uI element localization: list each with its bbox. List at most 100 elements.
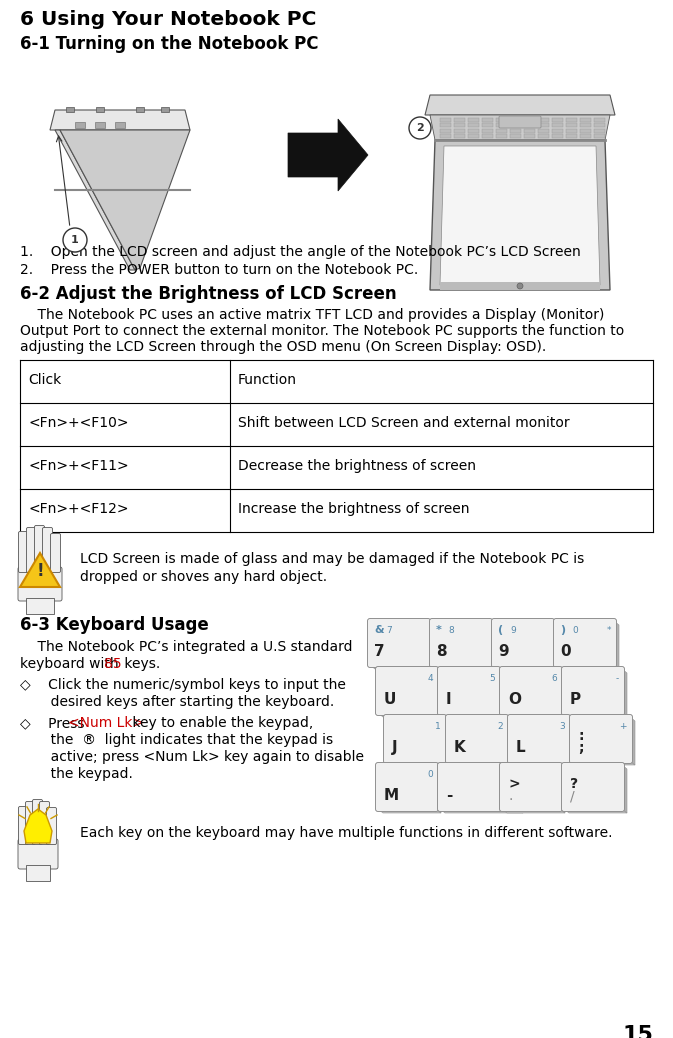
Polygon shape xyxy=(448,761,511,765)
Text: *: * xyxy=(436,625,442,635)
Bar xyxy=(552,117,563,121)
FancyBboxPatch shape xyxy=(553,619,616,667)
Polygon shape xyxy=(432,665,495,670)
Bar xyxy=(115,122,125,128)
Circle shape xyxy=(517,283,523,289)
Polygon shape xyxy=(490,621,495,670)
Bar xyxy=(580,122,591,127)
Bar xyxy=(440,282,600,290)
Bar xyxy=(580,117,591,121)
Bar xyxy=(594,117,605,121)
Bar xyxy=(552,134,563,138)
Polygon shape xyxy=(564,713,627,717)
Bar xyxy=(440,134,451,138)
Polygon shape xyxy=(20,553,60,588)
Text: Each key on the keyboard may have multiple functions in different software.: Each key on the keyboard may have multip… xyxy=(80,826,612,840)
Text: adjusting the LCD Screen through the OSD menu (On Screen Display: OSD).: adjusting the LCD Screen through the OSD… xyxy=(20,340,546,354)
Bar xyxy=(566,129,577,133)
Text: 9: 9 xyxy=(498,644,509,659)
Text: <Num Lk>: <Num Lk> xyxy=(68,716,144,730)
Text: :: : xyxy=(578,729,583,743)
FancyBboxPatch shape xyxy=(561,763,625,812)
Text: .: . xyxy=(508,789,512,803)
Polygon shape xyxy=(502,809,565,813)
Bar xyxy=(482,129,493,133)
Text: 1.    Open the LCD screen and adjust the angle of the Notebook PC’s LCD Screen: 1. Open the LCD screen and adjust the an… xyxy=(20,245,581,260)
Text: Increase the brightness of screen: Increase the brightness of screen xyxy=(238,502,470,516)
Bar xyxy=(468,129,479,133)
Polygon shape xyxy=(428,621,433,670)
Polygon shape xyxy=(440,713,503,717)
Text: desired keys after starting the keyboard.: desired keys after starting the keyboard… xyxy=(20,695,334,709)
FancyBboxPatch shape xyxy=(42,527,52,573)
Text: 8: 8 xyxy=(436,644,447,659)
Text: 6: 6 xyxy=(551,674,557,683)
Text: 15: 15 xyxy=(622,1025,653,1038)
Bar xyxy=(96,107,104,112)
Text: Shift between LCD Screen and external monitor: Shift between LCD Screen and external mo… xyxy=(238,416,569,430)
Polygon shape xyxy=(378,713,441,717)
Text: Decrease the brightness of screen: Decrease the brightness of screen xyxy=(238,459,476,473)
Text: 1: 1 xyxy=(71,235,79,245)
Text: P: P xyxy=(570,692,581,707)
Text: keyboard with: keyboard with xyxy=(20,657,123,671)
Bar xyxy=(496,129,507,133)
Text: 2: 2 xyxy=(416,122,424,133)
Bar xyxy=(594,134,605,138)
Text: ?: ? xyxy=(570,777,578,791)
FancyBboxPatch shape xyxy=(499,666,563,715)
Text: 85: 85 xyxy=(104,657,122,671)
Text: O: O xyxy=(508,692,521,707)
FancyBboxPatch shape xyxy=(32,799,42,845)
FancyBboxPatch shape xyxy=(499,763,563,812)
Text: 7: 7 xyxy=(374,644,385,659)
Text: LCD Screen is made of glass and may be damaged if the Notebook PC is: LCD Screen is made of glass and may be d… xyxy=(80,552,584,566)
Polygon shape xyxy=(630,717,635,765)
Bar xyxy=(566,122,577,127)
Polygon shape xyxy=(60,130,190,270)
FancyBboxPatch shape xyxy=(18,531,28,573)
Bar xyxy=(136,107,144,112)
Text: 9: 9 xyxy=(510,626,516,635)
Bar xyxy=(482,134,493,138)
Polygon shape xyxy=(614,621,619,670)
Bar xyxy=(468,117,479,121)
Text: The Notebook PC uses an active matrix TFT LCD and provides a Display (Monitor): The Notebook PC uses an active matrix TF… xyxy=(20,308,604,322)
Text: Function: Function xyxy=(238,373,297,387)
Text: 3: 3 xyxy=(559,722,565,731)
Bar xyxy=(454,122,465,127)
Polygon shape xyxy=(568,717,573,765)
FancyBboxPatch shape xyxy=(376,763,439,812)
Text: ◇    Click the numeric/symbol keys to input the: ◇ Click the numeric/symbol keys to input… xyxy=(20,678,346,692)
Bar xyxy=(510,134,521,138)
Polygon shape xyxy=(378,809,441,813)
FancyBboxPatch shape xyxy=(367,619,431,667)
Text: Output Port to connect the external monitor. The Notebook PC supports the functi: Output Port to connect the external moni… xyxy=(20,324,625,338)
Text: (: ( xyxy=(498,625,503,635)
Bar xyxy=(482,122,493,127)
Bar xyxy=(510,129,521,133)
Bar xyxy=(440,122,451,127)
Bar xyxy=(75,122,85,128)
Polygon shape xyxy=(370,665,433,670)
Circle shape xyxy=(409,117,431,139)
Bar xyxy=(510,117,521,121)
Bar xyxy=(482,117,493,121)
Text: ◇    Press: ◇ Press xyxy=(20,716,89,730)
Polygon shape xyxy=(622,765,627,813)
FancyBboxPatch shape xyxy=(569,714,633,764)
Bar xyxy=(538,134,549,138)
Text: K: K xyxy=(454,740,466,755)
Text: /: / xyxy=(570,789,575,803)
Bar xyxy=(440,117,451,121)
Text: active; press <Num Lk> key again to disable: active; press <Num Lk> key again to disa… xyxy=(20,750,364,764)
Text: 0: 0 xyxy=(572,626,577,635)
Text: 7: 7 xyxy=(386,626,392,635)
FancyBboxPatch shape xyxy=(507,714,571,764)
Polygon shape xyxy=(556,665,619,670)
FancyBboxPatch shape xyxy=(561,666,625,715)
Polygon shape xyxy=(560,670,565,717)
Polygon shape xyxy=(560,765,565,813)
Bar xyxy=(524,117,535,121)
Bar xyxy=(538,122,549,127)
